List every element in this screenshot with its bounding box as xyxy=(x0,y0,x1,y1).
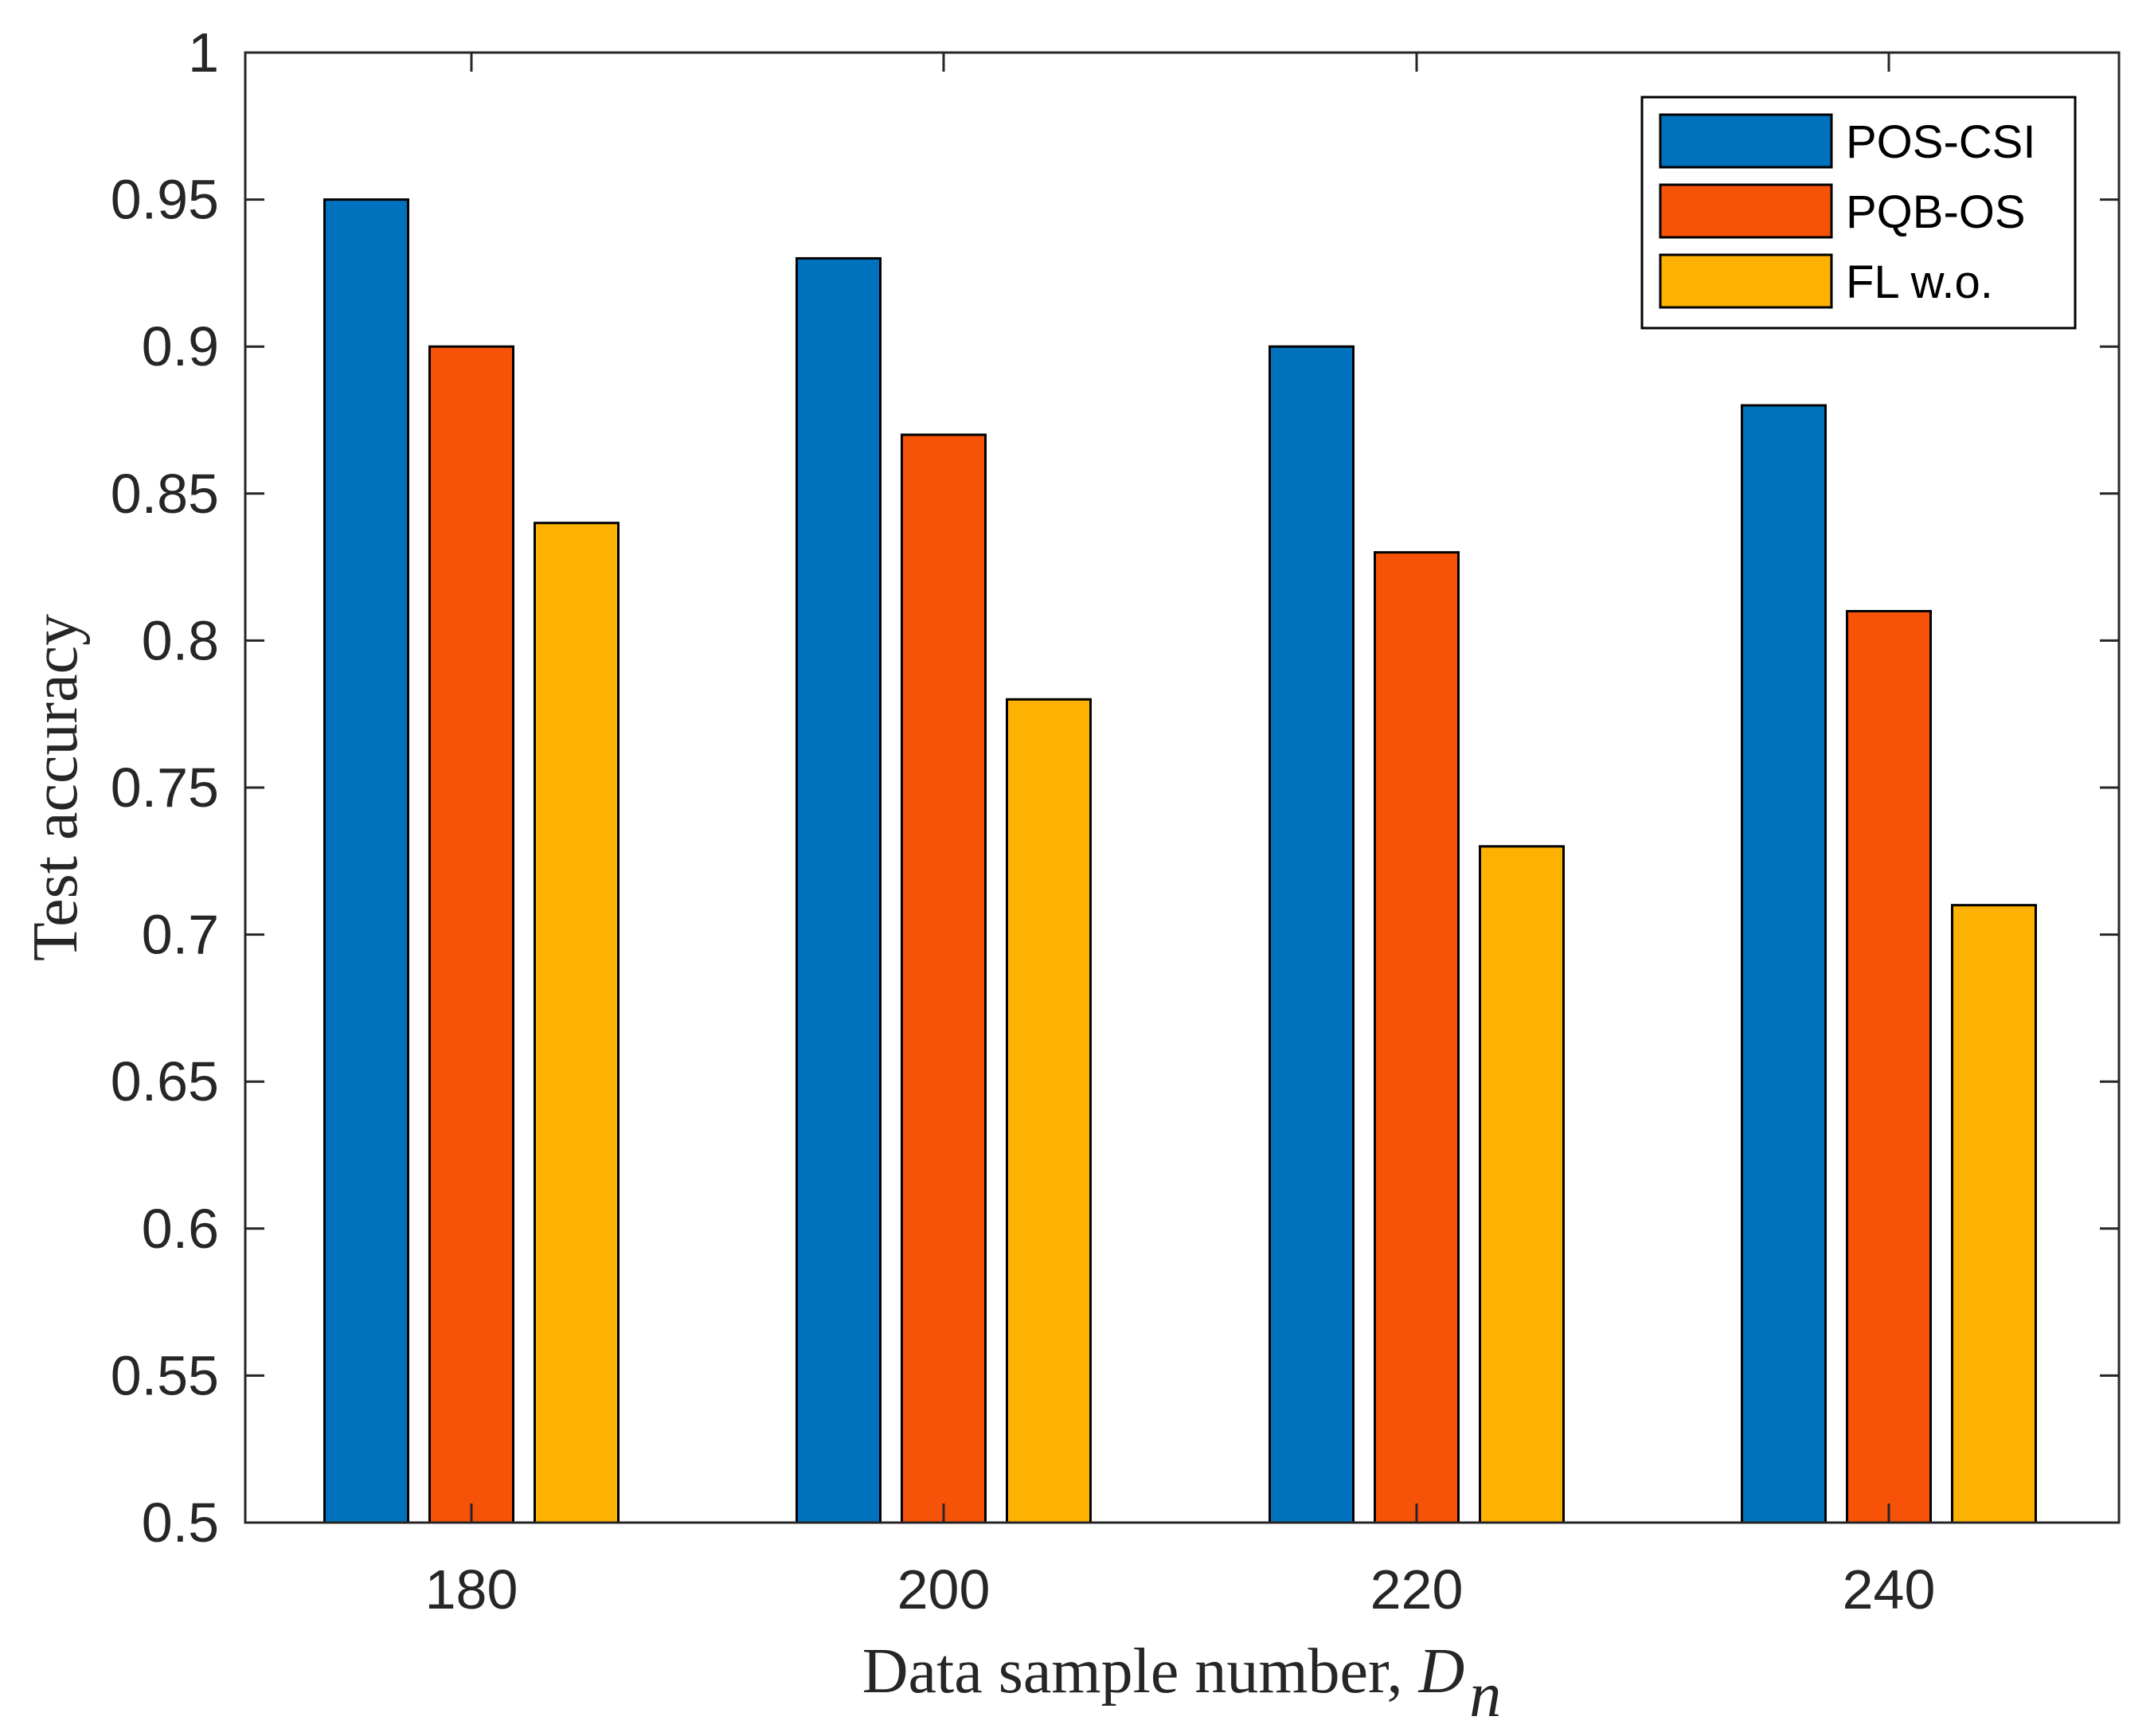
y-tick-label-0.65: 0.65 xyxy=(111,1050,219,1112)
legend: POS-CSI PQB-OS FL w.o. xyxy=(1640,96,2077,330)
x-tick-label-180: 180 xyxy=(425,1558,518,1621)
x-tick-label-200: 200 xyxy=(897,1558,991,1621)
bar-pqb-os-200 xyxy=(901,433,987,1524)
x-tick-label-220: 220 xyxy=(1370,1558,1464,1621)
plot-frame xyxy=(244,51,2121,1524)
y-tick-label-0.6: 0.6 xyxy=(142,1198,219,1260)
legend-swatch-pos-csi xyxy=(1659,113,1833,169)
bar-fl-w-o-220 xyxy=(1479,845,1565,1524)
bar-fl-w-o-240 xyxy=(1951,904,2037,1524)
y-axis-label: Test accuracy xyxy=(21,614,91,961)
y-tick-label-0.55: 0.55 xyxy=(111,1344,219,1406)
y-tick-label-1: 1 xyxy=(188,22,219,84)
x-axis-label-var: D xyxy=(1418,1636,1465,1707)
bar-pqb-os-180 xyxy=(428,345,514,1524)
y-tick-label-0.8: 0.8 xyxy=(142,609,219,671)
y-tick-label-0.75: 0.75 xyxy=(111,757,219,819)
bar-pqb-os-240 xyxy=(1846,609,1932,1524)
legend-swatch-pqb-os xyxy=(1659,183,1833,239)
y-tick-labels: 0.5 0.55 0.6 0.65 0.7 0.75 0.8 0.85 0.9 0.95 1 xyxy=(111,22,219,1554)
x-tick-labels: 180 200 220 240 xyxy=(425,1558,1936,1621)
legend-label-pos-csi: POS-CSI xyxy=(1846,116,2036,168)
x-tick-label-240: 240 xyxy=(1843,1558,1936,1621)
legend-label-fl-w-o: FL w.o. xyxy=(1846,256,1993,308)
legend-swatch-fl-w-o xyxy=(1659,253,1833,309)
x-axis-label-text: Data sample number, xyxy=(862,1636,1419,1707)
bar-pos-csi-220 xyxy=(1269,345,1355,1524)
bar-pqb-os-220 xyxy=(1374,551,1460,1524)
bars-group xyxy=(323,198,2037,1524)
y-tick-label-0.5: 0.5 xyxy=(142,1492,219,1554)
bar-pos-csi-240 xyxy=(1741,404,1827,1524)
bar-fl-w-o-200 xyxy=(1006,698,1092,1524)
bar-pos-csi-200 xyxy=(796,256,882,1524)
y-tick-label-0.7: 0.7 xyxy=(142,904,219,966)
bar-pos-csi-180 xyxy=(323,198,409,1524)
x-axis-label-sub: n xyxy=(1469,1660,1501,1730)
bar-fl-w-o-180 xyxy=(534,522,620,1524)
legend-label-pqb-os: PQB-OS xyxy=(1846,186,2026,238)
x-axis-label: Data sample number, Dn xyxy=(862,1636,1502,1730)
y-tick-label-0.85: 0.85 xyxy=(111,463,219,525)
y-tick-label-0.95: 0.95 xyxy=(111,169,219,231)
y-tick-label-0.9: 0.9 xyxy=(142,315,219,377)
